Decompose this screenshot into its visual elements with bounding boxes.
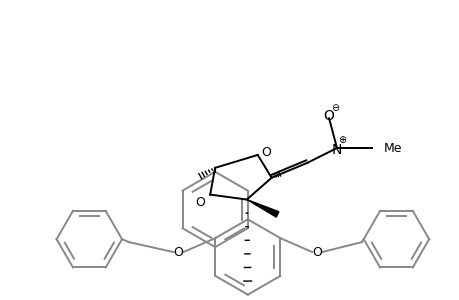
Text: ⊖: ⊖ [330, 103, 338, 113]
Text: O: O [261, 146, 271, 160]
Text: ⊕: ⊕ [337, 135, 345, 145]
Text: O: O [173, 245, 183, 259]
Text: O: O [312, 245, 321, 259]
Text: N: N [331, 143, 341, 157]
Text: O: O [323, 109, 334, 123]
Polygon shape [246, 200, 278, 217]
Text: Me: Me [383, 142, 401, 154]
Text: O: O [195, 196, 205, 209]
